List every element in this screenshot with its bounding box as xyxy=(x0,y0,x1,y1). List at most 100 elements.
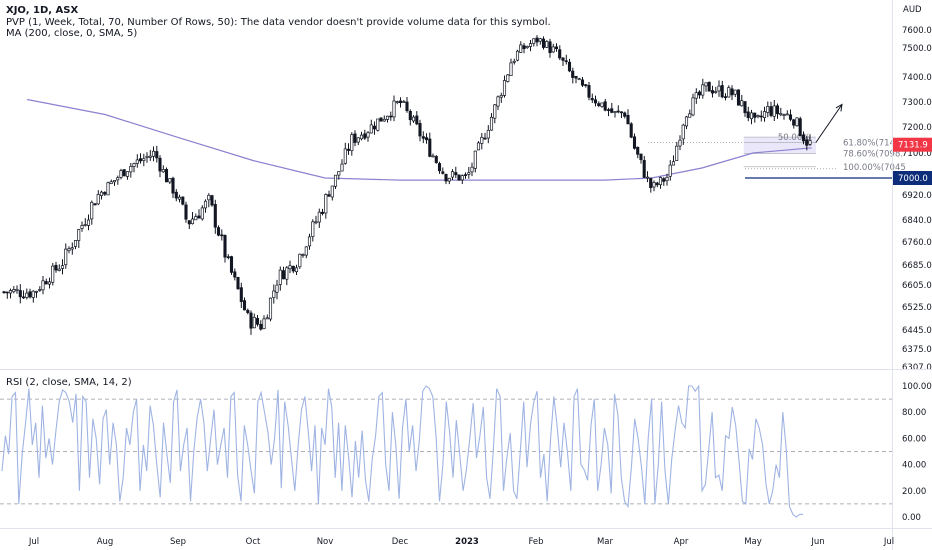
candle-down xyxy=(18,290,22,298)
candle-down xyxy=(541,38,546,48)
candle-down xyxy=(603,101,607,111)
candle-up xyxy=(652,182,656,188)
candle-up xyxy=(25,292,29,298)
candle-up xyxy=(15,288,19,291)
time-tick-label: Apr xyxy=(674,537,689,547)
candle-down xyxy=(372,125,377,130)
candle-up xyxy=(145,155,149,158)
candle-up xyxy=(90,201,94,220)
candle-down xyxy=(5,291,9,294)
candle-up xyxy=(366,132,370,138)
time-tick-label: Jul xyxy=(883,537,894,547)
price-tick-label: 7500.0 xyxy=(902,44,932,54)
candle-down xyxy=(626,114,630,125)
candle-down xyxy=(707,81,711,92)
symbol-line[interactable]: XJO, 1D, ASX xyxy=(6,5,79,16)
candle-down xyxy=(242,300,247,311)
candle-up xyxy=(395,101,399,103)
candle-up xyxy=(766,106,770,113)
candle-up xyxy=(447,177,451,182)
candle-up xyxy=(151,150,156,157)
price-tick-label: 6605.0 xyxy=(902,281,932,291)
candle-down xyxy=(463,174,468,176)
candle-up xyxy=(749,112,754,120)
candle-down xyxy=(158,157,162,172)
candle-down xyxy=(710,90,715,94)
rsi-bands xyxy=(0,398,892,505)
rsi-legend[interactable]: RSI (2, close, SMA, 14, 2) xyxy=(6,377,132,388)
candle-up xyxy=(688,113,692,118)
candle-up xyxy=(538,38,542,42)
candle-down xyxy=(554,46,559,50)
candle-down xyxy=(629,123,633,138)
candle-up xyxy=(190,218,195,225)
price-tick-label: 6920.0 xyxy=(902,191,932,201)
candle-down xyxy=(428,138,432,157)
candle-up xyxy=(545,41,549,48)
candle-up xyxy=(681,124,685,140)
candle-down xyxy=(587,85,591,98)
pvp-legend[interactable]: PVP (1, Week, Total, 70, Number Of Rows,… xyxy=(6,16,551,28)
candle-up xyxy=(301,254,305,256)
candle-down xyxy=(138,158,143,162)
candle-up xyxy=(268,297,273,320)
candle-up xyxy=(515,50,520,61)
rsi-axis: 100.00 80.00 60.00 40.00 20.00 0.00 xyxy=(902,382,932,523)
ma200-series xyxy=(26,98,812,181)
candle-down xyxy=(54,264,58,271)
candle-up xyxy=(645,176,650,179)
candle-up xyxy=(411,116,416,122)
rsi-pane[interactable]: 100.00 80.00 60.00 40.00 20.00 0.00 xyxy=(0,382,932,523)
candle-up xyxy=(207,194,211,201)
candle-up xyxy=(340,163,344,172)
candle-down xyxy=(437,163,442,172)
candle-up xyxy=(519,44,523,53)
candle-up xyxy=(314,221,318,224)
candle-down xyxy=(590,98,594,101)
rsi-tick-label: 80.00 xyxy=(902,408,926,418)
candle-down xyxy=(753,112,757,118)
candle-down xyxy=(597,103,601,106)
candle-up xyxy=(142,158,146,161)
candle-up xyxy=(600,102,604,107)
candle-up xyxy=(275,284,279,293)
candle-up xyxy=(385,115,390,120)
candle-up xyxy=(785,113,789,116)
candle-down xyxy=(619,111,624,114)
ma-legend[interactable]: MA (200, close, 0, SMA, 5) xyxy=(6,28,138,39)
rsi-series xyxy=(1,384,803,518)
candle-down xyxy=(743,101,747,114)
candle-down xyxy=(548,41,552,54)
candle-down xyxy=(184,204,188,220)
candle-down xyxy=(444,173,448,182)
candle-up xyxy=(324,194,328,214)
candle-down xyxy=(571,70,575,78)
candle-down xyxy=(2,291,6,294)
candle-up xyxy=(148,155,152,158)
candle-up xyxy=(119,170,123,178)
candle-down xyxy=(346,148,351,151)
candle-up xyxy=(369,124,373,134)
candle-down xyxy=(454,172,458,176)
candle-down xyxy=(616,110,620,113)
candle-up xyxy=(38,289,42,291)
level-badge xyxy=(893,171,932,185)
candle-down xyxy=(122,169,126,177)
arrow-head xyxy=(835,103,843,112)
candle-down xyxy=(730,88,734,96)
candle-up xyxy=(288,265,292,270)
candle-up xyxy=(496,96,500,107)
candle-down xyxy=(21,296,26,299)
candle-up xyxy=(8,290,13,294)
candle-up xyxy=(57,268,61,271)
candle-down xyxy=(353,133,357,143)
candle-down xyxy=(775,105,780,115)
candle-down xyxy=(798,118,802,137)
candle-up xyxy=(613,111,617,113)
candle-down xyxy=(593,99,598,104)
price-tick-label: 7200.0 xyxy=(902,123,932,133)
time-axis[interactable]: Jul Aug Sep Oct Nov Dec 2023 Feb Mar Apr May Jun Jul xyxy=(28,537,894,547)
price-pane[interactable]: 7600.0 7500.0 7400.0 7300.0 7200.0 7100.0 6920… xyxy=(2,26,932,373)
candle-up xyxy=(701,84,705,96)
